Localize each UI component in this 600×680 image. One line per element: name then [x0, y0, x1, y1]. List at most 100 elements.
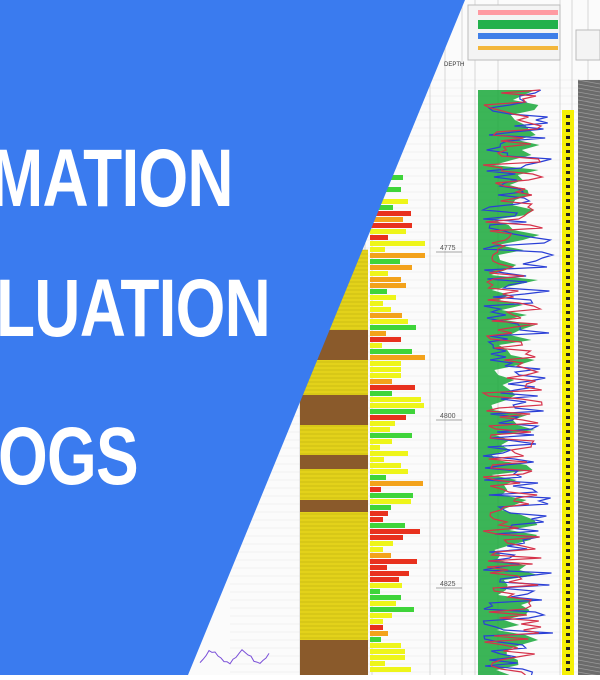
- core-mark: [566, 122, 570, 125]
- pay-bar: [370, 253, 425, 258]
- core-mark: [566, 633, 570, 636]
- core-mark: [566, 304, 570, 307]
- core-mark: [566, 479, 570, 482]
- core-mark: [566, 423, 570, 426]
- core-mark: [566, 346, 570, 349]
- core-mark: [566, 521, 570, 524]
- header-green-bar: [478, 20, 558, 29]
- pay-bar: [370, 361, 401, 366]
- pay-bar: [370, 421, 395, 426]
- core-mark: [566, 556, 570, 559]
- pay-bar: [370, 211, 411, 216]
- core-mark: [566, 584, 570, 587]
- pay-bar: [370, 349, 412, 354]
- core-mark: [566, 241, 570, 244]
- core-mark: [566, 640, 570, 643]
- core-mark: [566, 416, 570, 419]
- pay-bar: [370, 229, 406, 234]
- core-mark: [566, 486, 570, 489]
- core-mark: [566, 262, 570, 265]
- pay-bar: [370, 205, 393, 210]
- pay-bar: [370, 397, 421, 402]
- pay-bar: [370, 577, 399, 582]
- log-tracks: DEPTH 4775 4800 4825: [199, 4, 600, 677]
- core-mark: [566, 437, 570, 440]
- core-mark: [566, 395, 570, 398]
- pay-bar: [370, 379, 392, 384]
- core-mark: [566, 612, 570, 615]
- pay-bar: [370, 571, 409, 576]
- core-mark: [566, 472, 570, 475]
- pay-bar: [370, 343, 382, 348]
- pay-bar: [370, 247, 385, 252]
- pay-bar: [370, 667, 411, 672]
- pay-bar: [370, 259, 400, 264]
- pay-bar: [370, 391, 392, 396]
- core-mark: [566, 549, 570, 552]
- header-pink-bar: [478, 10, 558, 15]
- depth-tick-label: 4800: [440, 413, 456, 420]
- resistivity-blue-curve: [480, 89, 555, 676]
- pay-bar: [370, 451, 408, 456]
- pay-bar: [370, 427, 390, 432]
- core-mark: [566, 500, 570, 503]
- bottom-curve: [199, 648, 270, 665]
- core-mark: [566, 570, 570, 573]
- pay-bar: [370, 301, 383, 306]
- pay-bar: [370, 199, 408, 204]
- core-mark: [566, 619, 570, 622]
- core-mark: [566, 388, 570, 391]
- core-mark: [566, 647, 570, 650]
- core-mark: [566, 591, 570, 594]
- core-mark: [566, 668, 570, 671]
- core-mark: [566, 402, 570, 405]
- core-column: [562, 110, 574, 675]
- pay-bar: [370, 511, 388, 516]
- core-mark: [566, 577, 570, 580]
- pay-bar: [370, 499, 411, 504]
- pay-bar: [370, 625, 383, 630]
- pay-bar: [370, 439, 392, 444]
- pay-bar: [370, 649, 405, 654]
- core-mark: [566, 493, 570, 496]
- pay-bar: [370, 583, 402, 588]
- shale-band: [300, 395, 368, 425]
- pay-bar: [370, 607, 414, 612]
- shale-band: [300, 455, 368, 469]
- pay-bar: [370, 541, 393, 546]
- core-mark: [566, 192, 570, 195]
- pay-bar: [370, 295, 396, 300]
- pay-bar: [370, 331, 386, 336]
- core-mark: [566, 311, 570, 314]
- core-mark: [566, 164, 570, 167]
- pay-bar: [370, 601, 396, 606]
- pay-bar: [370, 415, 406, 420]
- pay-bar: [370, 523, 405, 528]
- depth-tick-label: 4825: [440, 581, 456, 588]
- pay-bar: [370, 655, 405, 660]
- header-right-box: [575, 29, 600, 61]
- pay-bar: [370, 283, 406, 288]
- pay-bar: [370, 457, 384, 462]
- core-mark: [566, 465, 570, 468]
- core-mark: [566, 234, 570, 237]
- core-mark: [566, 213, 570, 216]
- core-mark: [566, 605, 570, 608]
- pay-bar: [370, 313, 402, 318]
- core-mark: [566, 381, 570, 384]
- pay-bar: [370, 553, 391, 558]
- pay-bar: [370, 337, 401, 342]
- pay-bar: [370, 355, 425, 360]
- core-mark: [566, 367, 570, 370]
- pay-bar: [370, 535, 403, 540]
- core-mark: [566, 115, 570, 118]
- pay-bar: [370, 643, 401, 648]
- shale-band: [300, 640, 368, 675]
- pay-bar: [370, 517, 383, 522]
- core-mark: [566, 143, 570, 146]
- pay-bar: [370, 223, 412, 228]
- blue-panel: [0, 0, 465, 675]
- shale-band: [300, 500, 368, 512]
